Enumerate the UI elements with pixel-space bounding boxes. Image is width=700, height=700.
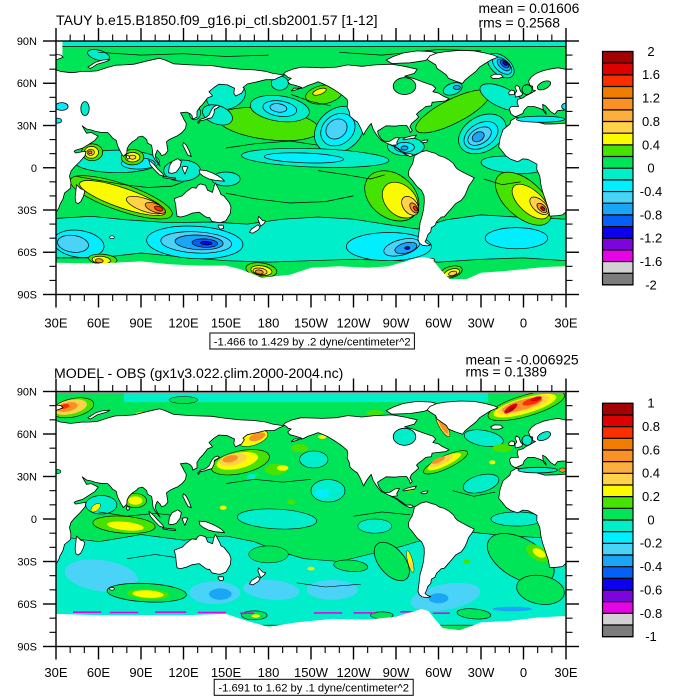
svg-text:-1.466 to 1.429 by .2 dyne/cen: -1.466 to 1.429 by .2 dyne/centimeter^2	[214, 336, 411, 348]
svg-text:90N: 90N	[17, 387, 37, 399]
svg-text:120W: 120W	[337, 316, 372, 331]
svg-text:90E: 90E	[129, 665, 152, 680]
svg-text:30E: 30E	[44, 316, 67, 331]
svg-text:-0.4: -0.4	[640, 559, 662, 574]
svg-text:1: 1	[647, 396, 654, 411]
svg-text:90W: 90W	[383, 665, 410, 680]
svg-text:-0.8: -0.8	[640, 606, 662, 621]
svg-text:60W: 60W	[425, 316, 452, 331]
svg-text:150W: 150W	[294, 316, 329, 331]
svg-text:60E: 60E	[87, 665, 110, 680]
svg-text:-0.2: -0.2	[640, 536, 662, 551]
svg-text:2: 2	[647, 44, 654, 59]
svg-text:30E: 30E	[44, 665, 67, 680]
svg-text:120W: 120W	[337, 665, 372, 680]
svg-text:0: 0	[520, 316, 527, 331]
svg-text:60S: 60S	[17, 599, 37, 611]
svg-text:0: 0	[647, 161, 654, 176]
svg-text:0: 0	[31, 514, 37, 526]
svg-text:30W: 30W	[468, 316, 495, 331]
svg-text:mean = -0.006925: mean = -0.006925	[466, 351, 579, 367]
svg-text:0.4: 0.4	[642, 137, 660, 152]
svg-text:-1.691 to 1.62 by .1 dyne/cent: -1.691 to 1.62 by .1 dyne/centimeter^2	[218, 683, 409, 695]
svg-text:150W: 150W	[294, 665, 329, 680]
svg-text:180: 180	[258, 665, 280, 680]
svg-text:60N: 60N	[17, 429, 37, 441]
svg-text:90N: 90N	[17, 36, 37, 48]
svg-text:0: 0	[520, 665, 527, 680]
svg-text:60S: 60S	[17, 247, 37, 259]
svg-text:0.4: 0.4	[642, 466, 660, 481]
svg-text:30N: 30N	[17, 472, 37, 484]
svg-text:60N: 60N	[17, 78, 37, 90]
svg-text:30N: 30N	[17, 121, 37, 133]
svg-text:-0.6: -0.6	[640, 582, 662, 597]
svg-text:30W: 30W	[468, 665, 495, 680]
svg-text:-0.4: -0.4	[640, 184, 662, 199]
svg-text:-1: -1	[645, 629, 657, 644]
svg-text:-0.8: -0.8	[640, 207, 662, 222]
svg-text:120E: 120E	[168, 316, 199, 331]
svg-text:30S: 30S	[17, 557, 37, 569]
svg-text:0: 0	[31, 163, 37, 175]
svg-text:1.6: 1.6	[642, 67, 660, 82]
svg-text:0.2: 0.2	[642, 489, 660, 504]
svg-text:60W: 60W	[425, 665, 452, 680]
svg-text:90S: 90S	[17, 290, 37, 302]
svg-text:TAUY b.e15.B1850.f09_g16.pi_ct: TAUY b.e15.B1850.f09_g16.pi_ctl.sb2001.5…	[56, 12, 378, 28]
svg-text:MODEL - OBS (gx1v3.022.clim.20: MODEL - OBS (gx1v3.022.clim.2000-2004.nc…	[54, 365, 343, 381]
svg-text:0: 0	[647, 512, 654, 527]
svg-text:rms = 0.1389: rms = 0.1389	[466, 364, 548, 380]
svg-text:0.8: 0.8	[642, 419, 660, 434]
svg-text:150E: 150E	[211, 665, 242, 680]
svg-text:1.2: 1.2	[642, 91, 660, 106]
svg-text:90S: 90S	[17, 642, 37, 654]
svg-text:180: 180	[258, 316, 280, 331]
svg-text:90W: 90W	[383, 316, 410, 331]
svg-text:mean = 0.01606: mean = 0.01606	[479, 0, 580, 16]
svg-text:30E: 30E	[554, 316, 577, 331]
svg-text:-1.2: -1.2	[640, 231, 662, 246]
svg-text:120E: 120E	[168, 665, 199, 680]
svg-text:90E: 90E	[129, 316, 152, 331]
svg-text:-2: -2	[645, 277, 657, 292]
svg-text:30S: 30S	[17, 205, 37, 217]
svg-text:0.8: 0.8	[642, 114, 660, 129]
svg-text:-1.6: -1.6	[640, 254, 662, 269]
svg-text:30E: 30E	[554, 665, 577, 680]
svg-text:60E: 60E	[87, 316, 110, 331]
svg-text:rms = 0.2568: rms = 0.2568	[479, 15, 561, 31]
svg-text:0.6: 0.6	[642, 442, 660, 457]
svg-text:150E: 150E	[211, 316, 242, 331]
